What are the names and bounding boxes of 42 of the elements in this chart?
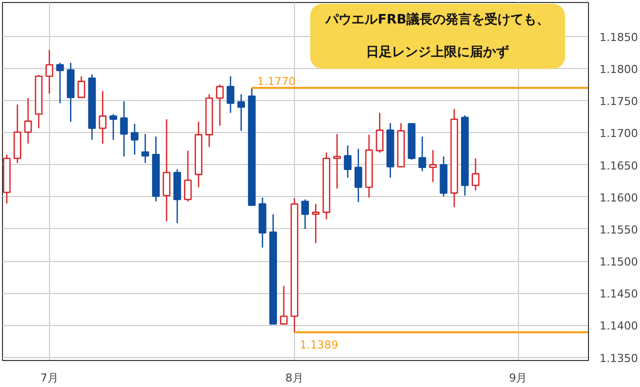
- y-tick-label: 1.1600: [600, 191, 638, 204]
- y-tick-label: 1.1800: [600, 63, 638, 76]
- candlestick: [333, 133, 341, 190]
- candlestick: [120, 100, 128, 158]
- y-tick-label: 1.1750: [600, 95, 638, 108]
- candlestick: [141, 133, 150, 164]
- candlestick: [98, 90, 106, 144]
- x-tick-label: 8月: [285, 372, 304, 384]
- candlestick: [301, 198, 309, 230]
- y-tick-label: 1.1400: [600, 320, 638, 333]
- y-tick-label: 1.1500: [600, 256, 638, 269]
- candlestick: [56, 62, 64, 104]
- candlestick: [77, 76, 86, 99]
- candlestick: [130, 123, 138, 156]
- candlestick: [376, 112, 384, 154]
- x-tick-label: 7月: [40, 372, 58, 384]
- candlestick: [24, 97, 32, 144]
- y-tick-label: 1.1450: [600, 288, 638, 301]
- candlestick: [162, 118, 170, 222]
- y-tick-label: 1.1350: [600, 352, 638, 365]
- candlestick: [472, 158, 480, 192]
- candlestick: [109, 113, 118, 140]
- candlestick: [226, 76, 234, 114]
- y-tick-label: 1.1550: [600, 223, 638, 236]
- candlestick: [429, 149, 437, 183]
- candlestick: [46, 49, 54, 94]
- y-tick-label: 1.1700: [600, 127, 638, 140]
- candlestick: [216, 84, 224, 126]
- annotation: パウエルFRB議長の発言を受けても、: [324, 12, 550, 28]
- y-tick-label: 1.1850: [600, 31, 638, 44]
- candlestick: [280, 285, 288, 325]
- x-tick-label: 9月: [509, 372, 528, 384]
- annotation: 日足レンジ上限に届かず: [366, 44, 510, 60]
- candlestick: [312, 203, 320, 244]
- candlestick: [237, 94, 246, 132]
- candlestick: [418, 136, 426, 172]
- candlestick: [344, 144, 352, 178]
- candlestick: [354, 148, 362, 203]
- ref-line-label: 1.1389: [300, 338, 338, 352]
- ref-line-label: 1.1770: [257, 74, 296, 88]
- candlestick: [184, 150, 192, 202]
- y-tick-label: 1.1650: [600, 159, 638, 172]
